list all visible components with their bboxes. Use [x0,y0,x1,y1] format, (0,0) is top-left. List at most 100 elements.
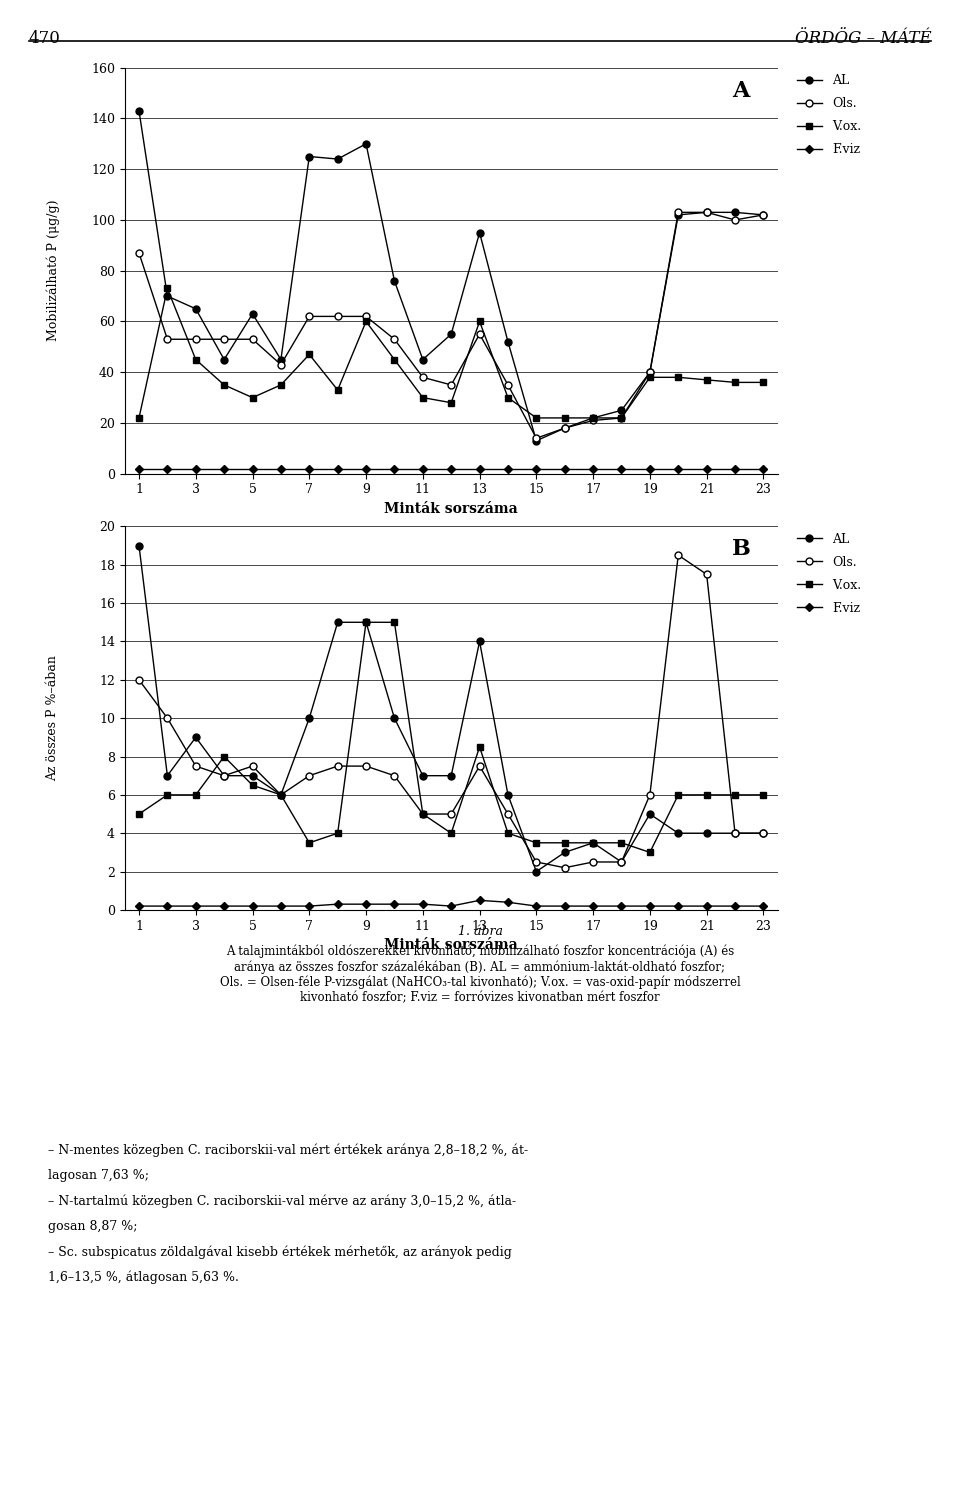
F.viz [730,460,741,478]
V.ox. [247,776,258,794]
Ols. [161,710,173,728]
V.ox. [417,805,428,823]
Ols. [559,420,570,438]
Text: B: B [732,538,751,559]
Ols. [730,211,741,229]
F.viz [445,460,457,478]
Legend: AL, Ols., V.ox., F.viz: AL, Ols., V.ox., F.viz [797,74,861,156]
AL [161,287,173,305]
AL [247,767,258,785]
F.viz [247,896,258,914]
Ols. [276,355,287,373]
V.ox. [730,373,741,391]
V.ox. [247,388,258,406]
AL [701,824,712,842]
V.ox. [389,614,400,632]
AL [615,402,627,420]
Line: Ols.: Ols. [135,209,767,442]
V.ox. [644,844,656,862]
AL [417,350,428,368]
V.ox. [474,313,486,331]
V.ox. [701,371,712,390]
Ols. [332,307,344,325]
V.ox. [757,785,769,803]
F.viz [417,895,428,913]
Ols. [445,805,457,823]
Legend: AL, Ols., V.ox., F.viz: AL, Ols., V.ox., F.viz [797,532,861,615]
F.viz [190,896,202,914]
Ols. [303,767,315,785]
Text: ÖRDÖG – MÁTÉ: ÖRDÖG – MÁTÉ [795,30,931,47]
F.viz [701,460,712,478]
AL [133,102,145,120]
AL [474,224,486,242]
Text: lagosan 7,63 %;: lagosan 7,63 %; [48,1169,149,1182]
Ols. [644,785,656,803]
Line: F.viz: F.viz [136,466,766,471]
AL [303,710,315,728]
F.viz [133,896,145,914]
F.viz [701,896,712,914]
Ols. [757,824,769,842]
V.ox. [615,833,627,851]
Ols. [615,853,627,871]
F.viz [389,895,400,913]
AL [389,710,400,728]
F.viz [276,896,287,914]
V.ox. [644,368,656,387]
Line: V.ox.: V.ox. [135,618,767,856]
F.viz [502,460,514,478]
AL [502,332,514,350]
Line: Ols.: Ols. [135,552,767,871]
Text: – N-tartalmú közegben C. raciborskii-val mérve az arány 3,0–15,2 %, átla-: – N-tartalmú közegben C. raciborskii-val… [48,1194,516,1208]
Ols. [360,307,372,325]
Ols. [474,325,486,343]
Ols. [531,429,542,447]
Ols. [133,244,145,262]
AL [559,420,570,438]
F.viz [218,460,229,478]
Text: 1,6–13,5 %, átlagosan 5,63 %.: 1,6–13,5 %, átlagosan 5,63 %. [48,1271,239,1284]
V.ox. [360,614,372,632]
AL [673,206,684,224]
AL [474,632,486,650]
AL [730,203,741,221]
F.viz [247,460,258,478]
V.ox. [190,350,202,368]
AL [303,147,315,165]
V.ox. [445,824,457,842]
Y-axis label: Az összes P %–ában: Az összes P %–ában [46,656,60,781]
V.ox. [389,350,400,368]
Ols. [588,853,599,871]
V.ox. [474,738,486,757]
AL [615,853,627,871]
V.ox. [161,280,173,298]
F.viz [730,896,741,914]
V.ox. [360,313,372,331]
Line: F.viz: F.viz [136,898,766,908]
Text: 1. ábra: 1. ábra [458,925,502,938]
V.ox. [218,747,229,766]
AL [190,728,202,746]
Text: A: A [732,80,749,102]
AL [644,805,656,823]
F.viz [644,896,656,914]
Y-axis label: Mobilizálható P (μg/g): Mobilizálható P (μg/g) [46,200,60,341]
F.viz [161,896,173,914]
AL [588,409,599,427]
V.ox. [332,824,344,842]
F.viz [757,460,769,478]
V.ox. [588,833,599,851]
V.ox. [276,376,287,394]
AL [389,272,400,290]
Ols. [190,757,202,775]
AL [360,614,372,632]
F.viz [588,896,599,914]
Ols. [218,767,229,785]
F.viz [303,896,315,914]
AL [360,135,372,153]
V.ox. [417,388,428,406]
AL [644,364,656,382]
V.ox. [531,833,542,851]
AL [502,785,514,803]
